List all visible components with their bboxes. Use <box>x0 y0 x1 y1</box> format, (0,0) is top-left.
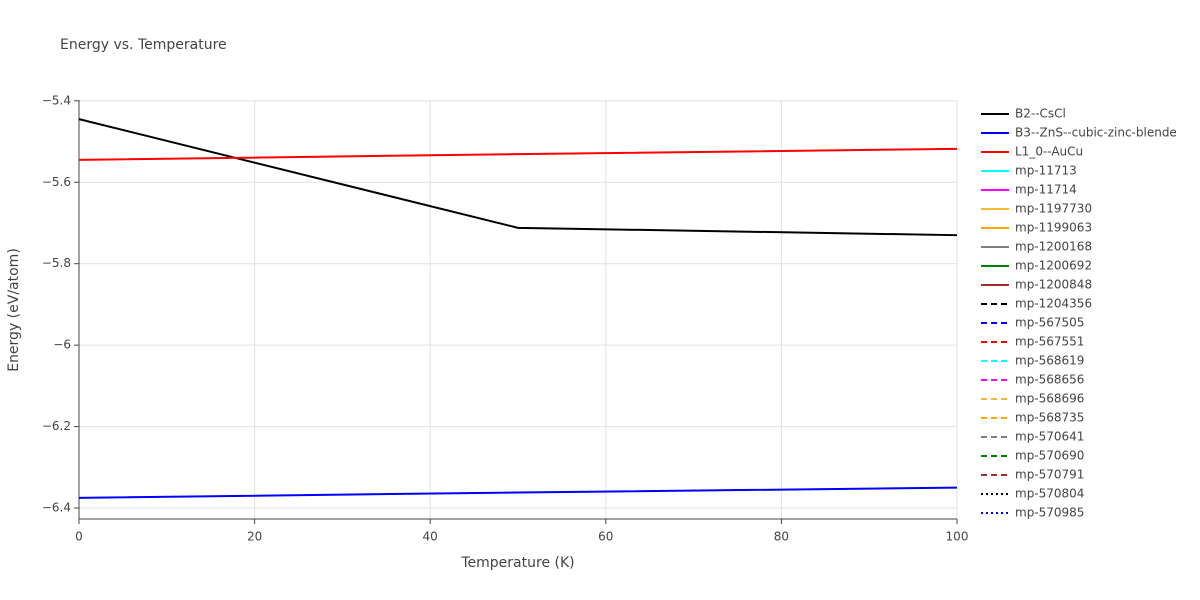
chart-title: Energy vs. Temperature <box>60 37 227 53</box>
legend-label: mp-1204356 <box>1015 297 1092 311</box>
y-tick-label: −5.4 <box>42 93 71 107</box>
legend-label: mp-570791 <box>1015 468 1084 482</box>
legend-label: mp-567505 <box>1015 316 1084 330</box>
legend-label: mp-1200692 <box>1015 259 1092 273</box>
legend-label: mp-1200168 <box>1015 240 1092 254</box>
y-tick-label: −5.8 <box>42 256 71 270</box>
legend-label: mp-567551 <box>1015 335 1084 349</box>
legend-label: mp-1199063 <box>1015 221 1092 235</box>
legend-label: mp-11714 <box>1015 183 1077 197</box>
legend-label: mp-568656 <box>1015 373 1084 387</box>
legend-label: mp-568619 <box>1015 354 1084 368</box>
y-tick-label: −6 <box>53 338 71 352</box>
x-tick-label: 60 <box>598 530 613 544</box>
x-tick-label: 80 <box>774 530 789 544</box>
legend-label: B3--ZnS--cubic-zinc-blende <box>1015 126 1177 140</box>
legend-label: L1_0--AuCu <box>1015 145 1083 159</box>
y-tick-label: −6.4 <box>42 501 71 515</box>
legend-label: mp-570804 <box>1015 487 1084 501</box>
x-tick-label: 20 <box>247 530 262 544</box>
x-tick-label: 0 <box>75 530 83 544</box>
legend-label: mp-568735 <box>1015 411 1084 425</box>
x-tick-label: 100 <box>946 530 969 544</box>
legend-label: mp-11713 <box>1015 164 1077 178</box>
series-line <box>78 486 958 499</box>
series-line <box>78 118 958 237</box>
legend-label: mp-570690 <box>1015 449 1084 463</box>
legend-label: mp-568696 <box>1015 392 1084 406</box>
x-tick-label: 40 <box>423 530 438 544</box>
series-line <box>78 147 958 161</box>
legend-label: mp-1200848 <box>1015 278 1092 292</box>
legend-label: B2--CsCl <box>1015 107 1066 121</box>
legend-label: mp-570985 <box>1015 506 1084 520</box>
x-axis-title: Temperature (K) <box>460 555 574 571</box>
y-axis-title: Energy (eV/atom) <box>6 248 22 372</box>
y-tick-label: −5.6 <box>42 175 71 189</box>
legend-label: mp-570641 <box>1015 430 1084 444</box>
y-tick-label: −6.2 <box>42 419 71 433</box>
legend-label: mp-1197730 <box>1015 202 1092 216</box>
